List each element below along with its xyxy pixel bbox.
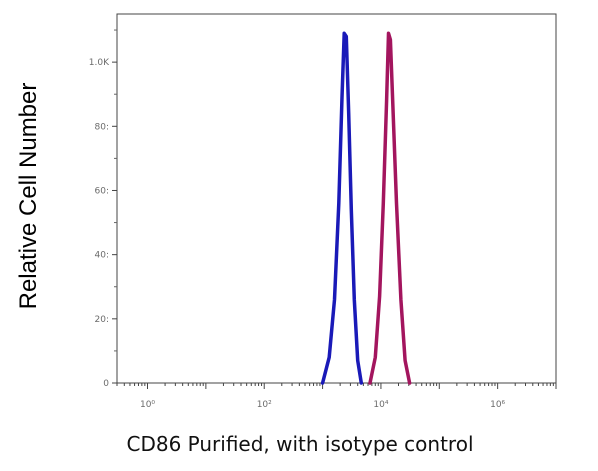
- y-tick-label: 0: [103, 379, 109, 389]
- x-axis-label: CD86 Purified, with isotype control: [126, 432, 473, 456]
- y-axis: 0 20: 40: 60: 80: 1.0K: [89, 29, 117, 389]
- x-tick-label: 10⁶: [490, 400, 505, 410]
- x-tick-label: 10⁴: [373, 400, 388, 410]
- series-layer: [320, 31, 412, 385]
- x-tick-label: 10⁰: [140, 400, 155, 410]
- y-tick-label: 80:: [95, 122, 109, 132]
- y-axis-label: Relative Cell Number: [15, 83, 42, 310]
- y-tick-label: 40:: [95, 251, 109, 261]
- x-axis: 10⁰ 10² 10⁴ 10⁶: [116, 383, 557, 410]
- histogram-series-1: [320, 31, 364, 385]
- histogram-series-2: [368, 31, 412, 385]
- y-tick-label: 1.0K: [89, 58, 110, 68]
- plot-frame: [116, 13, 557, 384]
- x-tick-label: 10²: [257, 400, 272, 410]
- plot-border: [116, 13, 557, 384]
- y-tick-label: 20:: [95, 315, 109, 325]
- y-tick-label: 60:: [95, 186, 109, 196]
